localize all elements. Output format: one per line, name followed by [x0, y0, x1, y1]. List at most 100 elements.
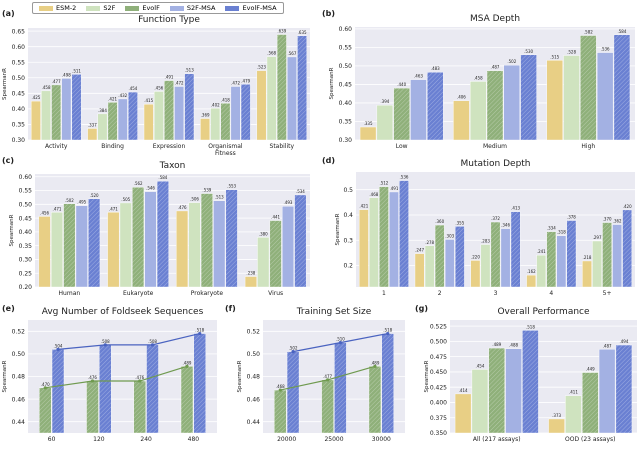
- bar-hatch: [274, 390, 287, 433]
- data-label: .238: [246, 271, 255, 276]
- x-tick-label: 60: [48, 436, 56, 443]
- x-tick-label: 4: [549, 290, 553, 297]
- data-label: .470: [41, 382, 50, 387]
- y-axis-label: SpearmanR: [9, 214, 15, 246]
- y-tick-label: 0.30: [339, 137, 353, 144]
- y-tick-label: 0.4: [343, 212, 353, 219]
- bar-hatch: [277, 34, 287, 140]
- bar-hatch: [368, 366, 381, 433]
- data-label: .406: [457, 95, 466, 100]
- data-label: .518: [526, 324, 535, 329]
- y-tick-label: 0.20: [19, 284, 33, 291]
- data-label: .506: [190, 197, 199, 202]
- bar-s2f-msa: [282, 206, 294, 288]
- legend-label: EvolF-MSA: [242, 4, 277, 12]
- data-label: .441: [271, 215, 280, 220]
- data-label: .518: [383, 328, 392, 333]
- bar-esm-2: [359, 126, 377, 141]
- bar-s2f-msa: [174, 86, 185, 141]
- bar-hatch: [63, 203, 76, 287]
- bar-s2f: [592, 240, 602, 288]
- x-tick-label: 480: [188, 436, 200, 443]
- bar-s2f-msa: [505, 348, 522, 434]
- bar-hatch: [287, 351, 300, 433]
- data-label: .476: [178, 205, 187, 210]
- bar-esm-2: [454, 393, 472, 434]
- data-label: .456: [154, 85, 163, 90]
- data-label: .489: [492, 342, 501, 347]
- data-label: .491: [165, 75, 174, 80]
- panel-c: (c) Taxon 0.20 0.25 0.30 0.35 0.40 0.45 0.50 0.55…: [2, 156, 310, 297]
- y-tick-label: 0.40: [339, 100, 353, 107]
- data-label: .380: [259, 231, 268, 236]
- x-tick-label: 25000: [324, 436, 343, 443]
- legend-label: ESM-2: [56, 4, 77, 12]
- data-label: .418: [221, 97, 230, 102]
- bar-hatch: [520, 54, 537, 141]
- bar-esm-2: [176, 210, 189, 288]
- y-tick-label: 0.475: [430, 354, 447, 361]
- y-tick-label: 0.50: [19, 202, 33, 209]
- bar-hatch: [39, 387, 52, 433]
- bar-hatch: [613, 34, 630, 140]
- y-tick-label: 0.30: [19, 257, 33, 264]
- y-tick-label: 0.30: [12, 137, 26, 144]
- data-label: .303: [445, 233, 454, 238]
- trend-marker: [103, 343, 107, 347]
- bar-esm-2: [548, 418, 565, 434]
- bar-hatch: [52, 349, 64, 433]
- bar-s2f: [376, 104, 394, 141]
- data-label: .495: [77, 200, 86, 205]
- y-tick-label: 0.50: [12, 351, 26, 358]
- x-tick-label: Binding: [101, 143, 124, 150]
- y-tick-label: 0.44: [247, 419, 261, 426]
- bar-s2f: [471, 369, 489, 434]
- bar-s2f-msa: [117, 98, 128, 141]
- bar-s2f-msa: [230, 86, 241, 141]
- bar-esm-2: [31, 100, 41, 141]
- bar-s2f: [97, 113, 108, 141]
- y-tick-label: 0.50: [247, 351, 261, 358]
- data-label: .360: [435, 219, 444, 224]
- bar-s2f: [51, 212, 63, 288]
- x-tick-label: 2: [438, 290, 442, 297]
- y-tick-label: 0.5: [343, 187, 353, 194]
- trend-line-evolf-msa: [57, 332, 200, 350]
- data-label: .471: [53, 206, 62, 211]
- chart-title: Avg Number of Foldseek Sequences: [42, 307, 204, 317]
- data-label: .502: [65, 198, 74, 203]
- data-label: .413: [511, 206, 520, 211]
- bar-s2f: [563, 55, 580, 141]
- trend-marker: [373, 364, 377, 368]
- x-tick-label: Eukaryote: [123, 290, 154, 297]
- trend-marker: [43, 386, 47, 390]
- data-label: .247: [415, 248, 424, 253]
- data-label: .162: [527, 269, 536, 274]
- data-label: .425: [31, 95, 40, 100]
- bar-s2f: [565, 395, 582, 434]
- y-tick-label: 0.40: [19, 229, 33, 236]
- data-label: .530: [524, 49, 533, 54]
- y-tick-label: 0.45: [12, 91, 26, 98]
- y-tick-label: 0.48: [12, 374, 26, 381]
- legend-swatch: [39, 5, 53, 11]
- x-tick-label: 1: [382, 290, 386, 297]
- data-label: .494: [619, 339, 628, 344]
- data-label: .456: [40, 210, 49, 215]
- bar-hatch: [393, 88, 410, 140]
- data-label: .402: [211, 102, 220, 107]
- data-label: .489: [183, 360, 192, 365]
- data-label: .584: [158, 175, 167, 180]
- bar-hatch: [99, 344, 112, 433]
- data-label: .539: [202, 188, 211, 193]
- trend-marker: [138, 379, 142, 383]
- legend-swatch: [225, 5, 240, 11]
- data-label: .283: [481, 239, 490, 244]
- panel-d: (d) Mutation Depth 0.2 0.3 0.4 0.5 SpearmanR 1.…: [322, 156, 635, 297]
- data-label: .373: [552, 413, 561, 418]
- bar-hatch: [51, 84, 61, 140]
- bar-hatch: [490, 222, 501, 287]
- y-tick-label: 0.55: [19, 188, 33, 195]
- x-tick-label: Human: [59, 290, 81, 297]
- y-tick-label: 0.400: [430, 400, 447, 407]
